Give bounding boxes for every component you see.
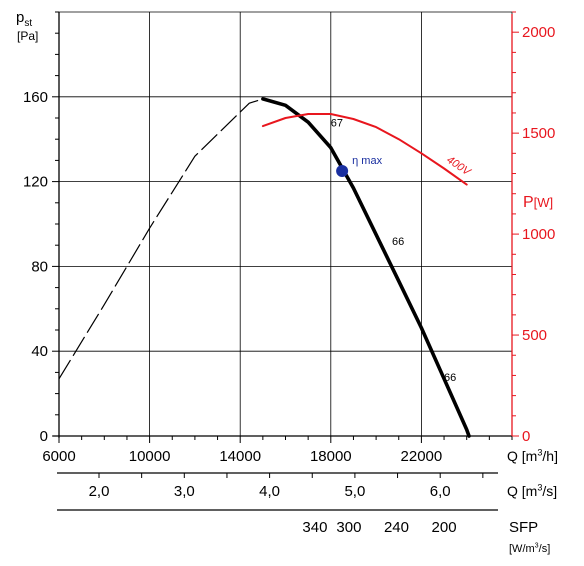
efficiency-label: 66 [392,236,404,248]
qs-tick-label: 6,0 [430,483,451,500]
efficiency-label: 67 [331,117,343,129]
eta-max-label: η max [352,155,382,167]
right-tick-label: 1500 [522,125,555,142]
sfp-tick-label: 200 [432,519,457,536]
curves [58,97,471,438]
qs-tick-label: 3,0 [174,483,195,500]
x-axis-label: Q [m3/h] [507,447,558,464]
axes [52,11,519,511]
y-axis-unit: [Pa] [17,29,38,43]
x-tick-label: 6000 [42,448,75,465]
sfp-axis-unit: [W/m3/s] [509,542,550,555]
series-dashed-0 [58,98,264,380]
sfp-tick-label: 300 [336,519,361,536]
right-tick-label: 1000 [522,226,555,243]
y-tick-label: 0 [40,428,48,445]
qs-axis-label: Q [m3/s] [507,482,557,499]
sfp-axis-label: SFP [509,519,538,536]
right-tick-label: 500 [522,327,547,344]
qs-tick-label: 4,0 [259,483,280,500]
x-tick-label: 14000 [219,448,261,465]
right-tick-label: 2000 [522,24,555,41]
sfp-tick-label: 340 [302,519,327,536]
y-tick-label: 120 [23,174,48,191]
x-tick-label: 22000 [401,448,443,465]
qs-tick-label: 2,0 [89,483,110,500]
right-tick-label: 0 [522,428,530,445]
qs-tick-label: 5,0 [344,483,365,500]
x-tick-label: 10000 [129,448,171,465]
x-tick-label: 18000 [310,448,352,465]
right-axis-label: P[W] [523,194,553,211]
series-solid-thick-1 [261,97,471,438]
efficiency-label: 66 [444,372,456,384]
y-axis-label: pst [16,9,32,29]
series-400v [261,113,468,186]
y-tick-label: 40 [31,343,48,360]
sfp-tick-label: 240 [384,519,409,536]
y-tick-label: 80 [31,258,48,275]
eta-max-marker [336,165,349,177]
y-tick-label: 160 [23,89,48,106]
series-label-400v: 400V [444,154,473,179]
